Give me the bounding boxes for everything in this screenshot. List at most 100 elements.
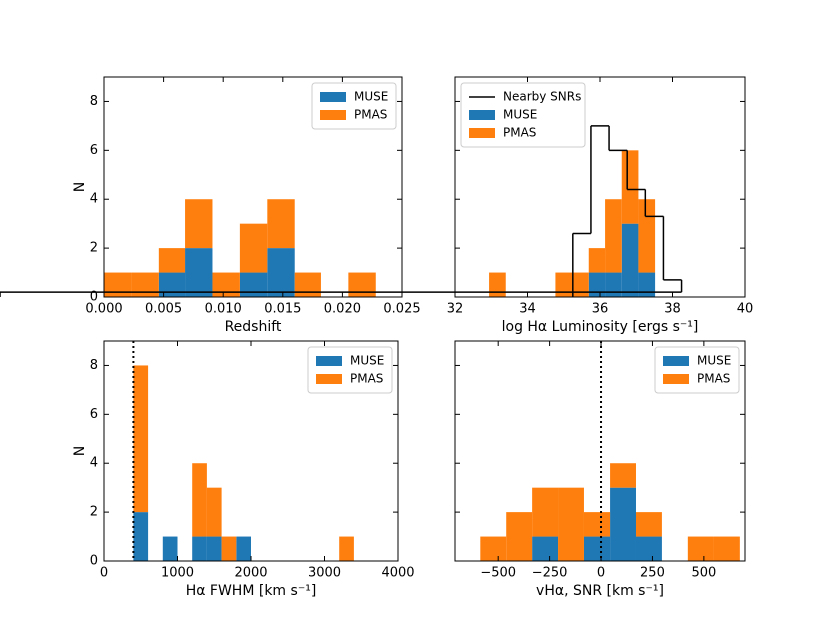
x-tick-label: 38	[664, 302, 681, 317]
bar	[555, 272, 573, 297]
y-tick-label: 0	[90, 290, 98, 305]
x-tick-label: 36	[592, 302, 609, 317]
x-tick-label: 4000	[381, 566, 414, 581]
bar	[638, 199, 656, 273]
x-tick-label: 3000	[308, 566, 341, 581]
bar	[206, 487, 222, 537]
bar	[133, 365, 149, 513]
legend-label: PMAS	[350, 372, 383, 386]
x-axis-label: log Hα Luminosity [ergs s⁻¹]	[502, 319, 699, 335]
y-tick-label: 2	[90, 505, 98, 520]
bar	[687, 536, 714, 561]
x-axis-label: Hα FWHM [km s⁻¹]	[186, 583, 317, 599]
bar	[588, 272, 606, 297]
bar	[489, 272, 506, 297]
bar	[621, 223, 639, 297]
bar	[133, 512, 149, 561]
y-tick-label: 4	[90, 456, 98, 471]
y-tick-label: 8	[90, 358, 98, 373]
x-tick-label: 34	[519, 302, 536, 317]
y-tick-label: 6	[90, 143, 98, 158]
bar	[267, 248, 295, 297]
bar	[339, 536, 354, 561]
x-tick-label: 32	[447, 302, 464, 317]
x-tick-label: 0.020	[324, 302, 361, 317]
x-tick-label: 0.000	[85, 302, 122, 317]
x-tick-label: −500	[480, 566, 516, 581]
x-tick-label: −250	[532, 566, 568, 581]
bar	[185, 248, 213, 297]
bar	[558, 487, 584, 561]
x-tick-label: 1000	[161, 566, 194, 581]
legend-swatch	[320, 110, 346, 120]
x-tick-label: 0.015	[264, 302, 301, 317]
legend-swatch	[320, 92, 346, 102]
bar	[610, 463, 636, 488]
x-tick-label: 0.005	[145, 302, 182, 317]
bar	[185, 199, 213, 249]
bar	[294, 272, 321, 297]
bar	[605, 199, 622, 273]
legend-swatch	[469, 110, 495, 120]
bar	[588, 248, 606, 273]
legend-label: MUSE	[503, 108, 537, 122]
x-tick-label: 0	[597, 566, 605, 581]
legend-label: Nearby SNRs	[503, 90, 581, 104]
bar	[532, 536, 559, 561]
legend-swatch	[663, 374, 689, 384]
legend-swatch	[469, 128, 495, 138]
bar	[239, 272, 268, 297]
y-tick-label: 0	[90, 554, 98, 569]
panel: −500 −250 0 250 500 vHα, SNR [km s⁻¹] MUSE PMAS	[454, 340, 746, 599]
bar	[192, 463, 207, 537]
panel: 0 1000 2000 3000 4000 0 2 4 6 8 Hα FWHM [km s⁻¹] N M…	[72, 340, 415, 599]
axes-frame	[103, 76, 403, 298]
bar	[267, 199, 295, 249]
bar	[348, 272, 376, 297]
legend: MUSE PMAS	[307, 346, 393, 394]
bar	[583, 512, 611, 537]
bar	[605, 272, 622, 297]
bar	[221, 536, 237, 561]
bar	[713, 536, 740, 561]
y-tick-label: 8	[90, 94, 98, 109]
x-axis-label: Redshift	[225, 319, 282, 335]
legend-label: MUSE	[354, 90, 388, 104]
legend-label: MUSE	[350, 354, 384, 368]
x-tick-label: 0.010	[205, 302, 242, 317]
legend: MUSE PMAS	[311, 82, 397, 130]
legend-swatch	[316, 356, 342, 366]
bar	[192, 536, 207, 561]
bar	[480, 536, 507, 561]
bar	[506, 512, 533, 561]
bar	[635, 512, 662, 537]
x-tick-label: 250	[640, 566, 665, 581]
legend-label: PMAS	[503, 126, 536, 140]
bar	[532, 487, 559, 537]
x-axis-label: vHα, SNR [km s⁻¹]	[536, 583, 664, 599]
bar	[572, 272, 589, 297]
bar	[158, 272, 186, 297]
y-tick-label: 6	[90, 407, 98, 422]
y-tick-label: 2	[90, 241, 98, 256]
legend-swatch	[316, 374, 342, 384]
y-axis-label: N	[72, 182, 88, 192]
bar	[239, 223, 268, 273]
y-tick-label: 4	[90, 192, 98, 207]
panel: 0.000 0.005 0.010 0.015 0.020 0.025 0 2 4 6 8 Redsh…	[72, 76, 421, 335]
x-tick-label: 40	[737, 302, 754, 317]
bar	[158, 248, 186, 273]
legend-label: PMAS	[354, 108, 387, 122]
x-tick-label: 500	[691, 566, 716, 581]
legend-label: MUSE	[697, 354, 731, 368]
legend: MUSE PMAS	[654, 346, 740, 394]
y-axis-label: N	[72, 446, 88, 456]
legend: Nearby SNRs MUSE PMAS	[460, 82, 586, 148]
x-tick-label: 0	[100, 566, 108, 581]
bar	[206, 536, 222, 561]
bar	[583, 536, 611, 561]
legend-label: PMAS	[697, 372, 730, 386]
bar	[610, 487, 636, 561]
